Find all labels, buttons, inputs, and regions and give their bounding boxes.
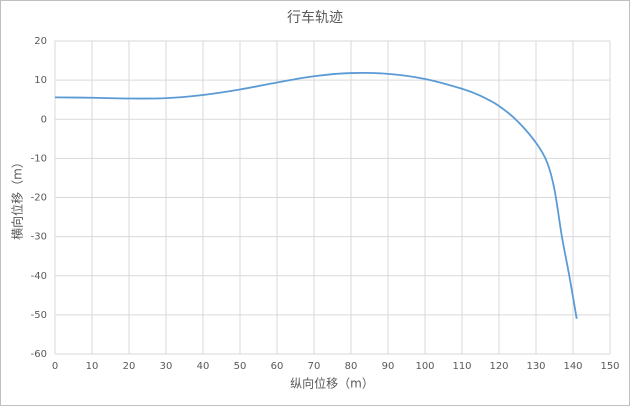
y-tick-label: -40 bbox=[31, 271, 47, 282]
x-tick-label: 90 bbox=[382, 361, 395, 372]
y-tick-label: -60 bbox=[31, 349, 47, 360]
chart-title: 行车轨迹 bbox=[287, 9, 343, 26]
x-tick-label: 30 bbox=[160, 361, 173, 372]
x-tick-label: 40 bbox=[197, 361, 210, 372]
x-tick-label: 140 bbox=[563, 361, 582, 372]
x-tick-label: 120 bbox=[489, 361, 508, 372]
x-tick-label: 130 bbox=[526, 361, 545, 372]
y-tick-label: 20 bbox=[34, 36, 47, 47]
x-tick-label: 10 bbox=[86, 361, 99, 372]
x-tick-label: 70 bbox=[308, 361, 321, 372]
y-tick-label: -10 bbox=[31, 153, 47, 164]
y-tick-label: -50 bbox=[31, 310, 47, 321]
y-axis-label: 横向位移（m） bbox=[10, 156, 25, 240]
y-tick-label: 10 bbox=[34, 75, 47, 86]
x-tick-label: 100 bbox=[415, 361, 434, 372]
x-tick-label: 60 bbox=[271, 361, 284, 372]
x-tick-label: 20 bbox=[123, 361, 136, 372]
x-tick-label: 50 bbox=[234, 361, 247, 372]
x-tick-label: 110 bbox=[452, 361, 471, 372]
y-tick-label: -20 bbox=[31, 193, 47, 204]
x-tick-label: 150 bbox=[600, 361, 619, 372]
x-axis-label: 纵向位移（m） bbox=[290, 376, 374, 391]
x-tick-label: 0 bbox=[52, 361, 58, 372]
y-tick-label: -30 bbox=[31, 232, 47, 243]
trajectory-line bbox=[54, 72, 578, 319]
x-tick-label: 80 bbox=[345, 361, 358, 372]
y-tick-label: 0 bbox=[41, 114, 47, 125]
